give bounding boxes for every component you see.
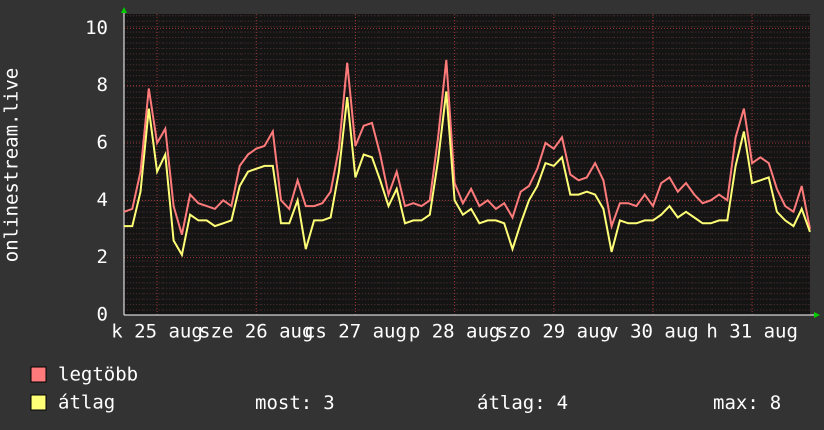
series-line [123, 59, 811, 235]
axis-arrow [814, 312, 820, 318]
y-tick-label: 10 [85, 17, 108, 39]
y-tick-label: 4 [97, 189, 108, 211]
x-tick-label: v 30 aug [607, 321, 699, 343]
y-tick-label: 2 [97, 246, 108, 268]
legend-swatch [30, 394, 47, 411]
minor-grid [124, 14, 810, 315]
x-tick-label: k 25 aug [111, 321, 203, 343]
y-tick-label: 6 [97, 132, 108, 154]
stat-label: most: [255, 392, 312, 414]
stat-label: max: [713, 392, 759, 414]
stat: átlag: 4 [477, 392, 568, 414]
series-line [124, 91, 811, 258]
x-tick-label: p 28 aug [409, 321, 501, 343]
stat: most: 3 [255, 392, 335, 414]
x-tick-label: cs 27 aug [304, 321, 407, 343]
stat-label: átlag: [477, 392, 546, 414]
x-tick-label: h 31 aug [706, 321, 798, 343]
y-tick-label: 0 [97, 304, 108, 326]
stat-value: 3 [323, 392, 334, 414]
axis-arrow [121, 7, 127, 13]
legend-swatch [30, 366, 47, 383]
stat-value: 4 [557, 392, 568, 414]
x-tick-label: szo 29 aug [497, 321, 611, 343]
legend-label: legtöbb [58, 364, 138, 386]
y-tick-label: 8 [97, 74, 108, 96]
stat-value: 8 [770, 392, 781, 414]
legend-label: átlag [58, 392, 115, 414]
stat: max: 8 [713, 392, 781, 414]
y-axis-label: onlinestream.live [1, 68, 23, 262]
x-tick-label: sze 26 aug [199, 321, 313, 343]
